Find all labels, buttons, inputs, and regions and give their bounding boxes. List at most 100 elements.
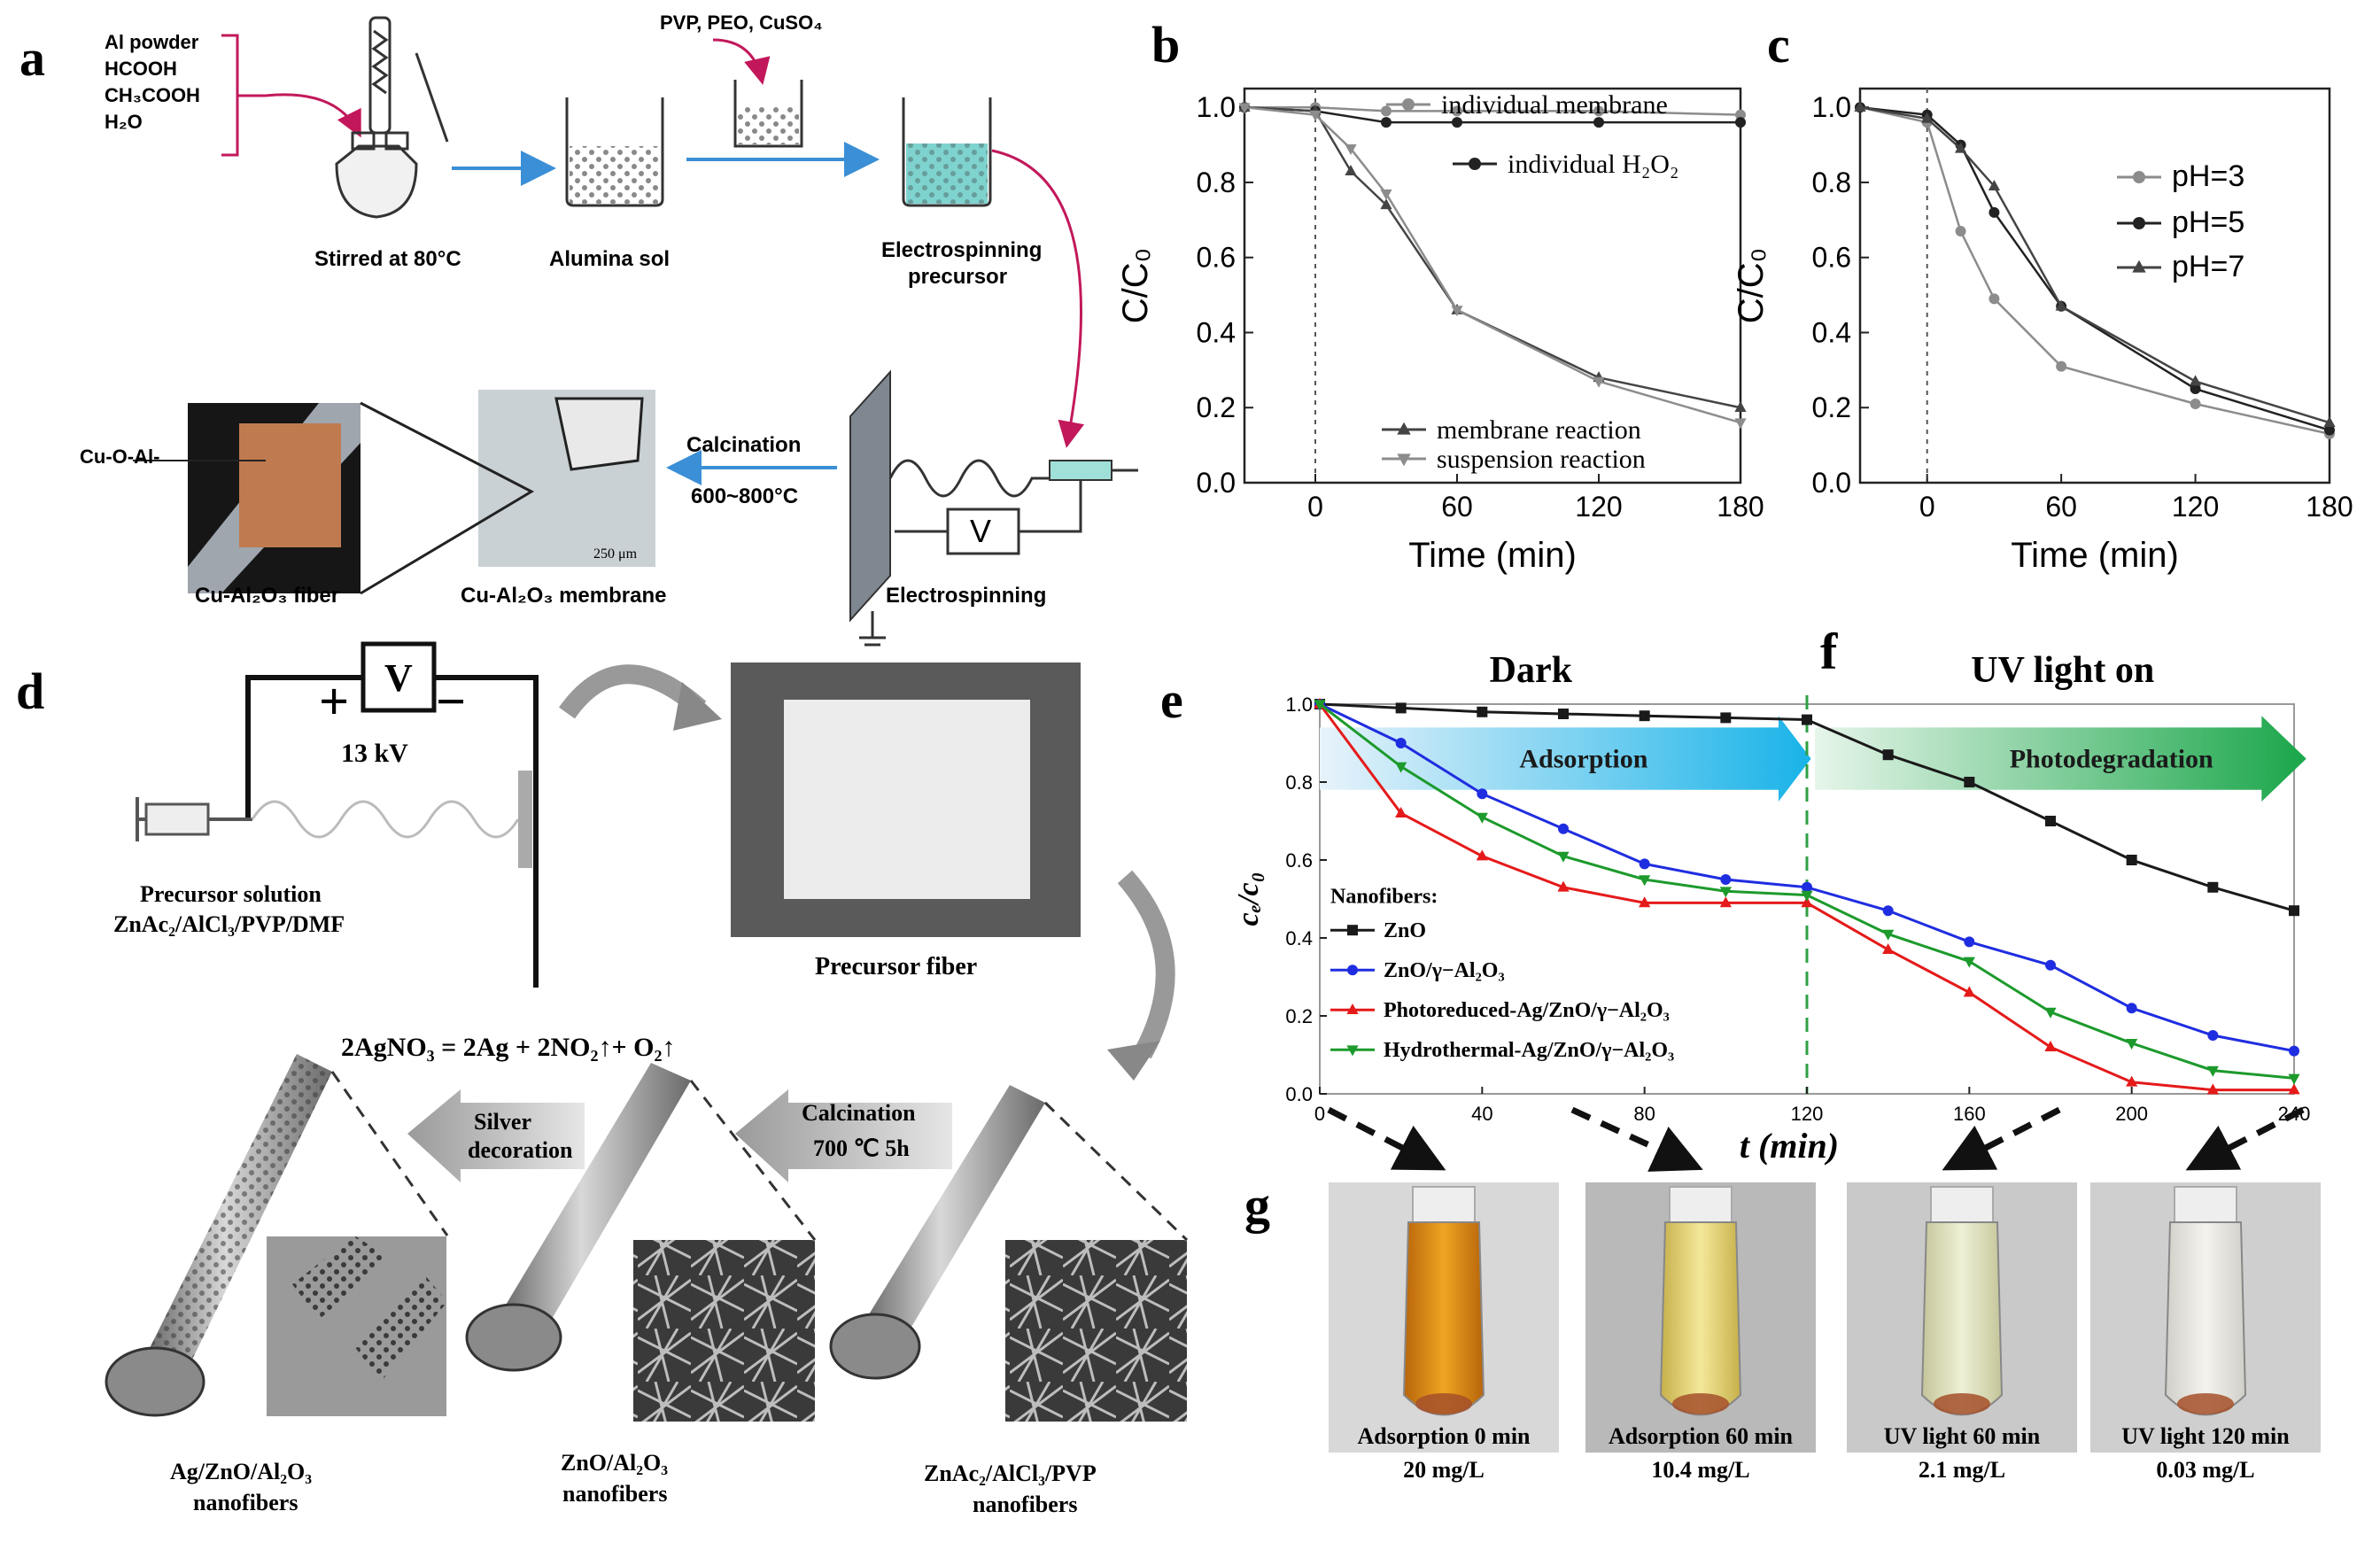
legend-marker	[1347, 925, 1358, 936]
data-point	[2323, 415, 2336, 427]
panel-label-a: a	[19, 29, 45, 87]
data-point	[2126, 855, 2137, 865]
data-point	[1395, 702, 1407, 714]
beaker-additive-icon	[733, 80, 803, 148]
fiber-image	[188, 403, 360, 593]
data-point	[1954, 142, 1967, 153]
data-point	[2206, 1065, 2219, 1077]
data-point	[2288, 1073, 2300, 1085]
vial-cap	[1412, 1186, 1476, 1223]
x-axis-label: t (min)	[1740, 1126, 1839, 1166]
data-point	[1734, 401, 1747, 413]
y-axis-label: C/C₀	[1116, 248, 1155, 324]
data-point	[1963, 957, 1975, 968]
panel-e: e f Adsorption Photodegradation Dark UV lig…	[1160, 623, 2310, 1172]
x-tick-label: 120	[1575, 491, 1622, 523]
legend-entry: pH=3	[2172, 159, 2244, 193]
photodegradation-arrow	[1815, 716, 2306, 802]
data-point	[1557, 851, 1570, 863]
x-tick-label: 160	[1953, 1103, 1986, 1125]
x-tick-label: 60	[1441, 491, 1473, 523]
step-precursor-2: precursor	[908, 265, 1007, 289]
data-point	[1380, 189, 1392, 200]
vial-liquid	[1659, 1221, 1742, 1416]
sem-inset-2	[1005, 1240, 1187, 1422]
step-electrospinning: Electrospinning	[886, 584, 1046, 608]
data-point	[1921, 112, 1934, 123]
y-tick-label: 0.0	[1197, 467, 1236, 499]
vial-pointer-arrow	[2185, 1106, 2305, 1171]
data-point	[1734, 418, 1747, 430]
silver-arrow	[407, 1089, 585, 1182]
fiber-ag-zno-al2o3	[105, 1054, 332, 1417]
additive-arrow	[712, 38, 771, 85]
reagent-h2o: H₂O	[105, 111, 143, 133]
calcination-temp: 600~800°C	[691, 484, 798, 508]
vial-pointer-arrow	[1942, 1106, 2061, 1171]
legend-marker	[1346, 1045, 1359, 1057]
adsorption-arrow	[1320, 716, 1811, 802]
legend-marker	[1469, 158, 1481, 170]
y-tick-label: 1.0	[1812, 91, 1851, 123]
reaction-equation: 2AgNO₃ = 2Ag + 2NO₂↑+ O₂↑	[341, 1033, 675, 1062]
bond-label: Cu-O-Al-	[80, 446, 159, 468]
data-point	[2190, 384, 2201, 395]
scale-bar-label: 250 μm	[593, 546, 638, 562]
legend-entry: pH=7	[2172, 250, 2244, 283]
data-point	[1735, 117, 1746, 128]
vial-pointer-arrow	[1327, 1106, 1446, 1171]
data-point	[2126, 1075, 2138, 1087]
jet-wave	[251, 800, 520, 839]
photodegradation-label: Photodegradation	[2010, 745, 2213, 774]
x-tick-label: 60	[2045, 491, 2077, 523]
vial-cap	[1930, 1186, 1994, 1223]
data-point	[1854, 100, 1866, 112]
fiber2-label-1: ZnO/Al₂O₃	[561, 1450, 668, 1476]
data-point	[1639, 858, 1650, 870]
vial-concentration: 20 mg/L	[1403, 1457, 1485, 1483]
beaker-precursor-icon	[902, 97, 992, 207]
data-point	[2190, 399, 2201, 409]
data-point	[1593, 376, 1605, 388]
legend-entry: membrane reaction	[1437, 415, 1641, 445]
vial-pointer-arrow	[1570, 1106, 1703, 1172]
data-point	[1735, 109, 1746, 120]
y-tick-label: 0.0	[1285, 1083, 1313, 1105]
fiber3-label-1: ZnAc₂/AlCl₃/PVP	[924, 1461, 1097, 1486]
data-point	[1882, 929, 1895, 941]
reagent-al: Al powder	[105, 31, 199, 53]
x-tick-label: 80	[1633, 1103, 1655, 1125]
minus-sign: −	[436, 672, 466, 731]
data-point	[1802, 881, 1812, 893]
data-point	[1452, 105, 1462, 117]
data-point	[1593, 117, 1604, 128]
data-point	[1395, 807, 1407, 817]
x-tick-label: 0	[1919, 491, 1935, 523]
reagent-bracket	[221, 34, 266, 157]
calcination-label: Calcination	[686, 433, 801, 457]
y-tick-label: 0.6	[1285, 849, 1313, 872]
vial-row: Adsorption 0 min 20 mg/L Adsorption 60 min…	[1329, 1182, 2321, 1483]
curved-arrow-2	[1117, 870, 1175, 1059]
chart-e: Adsorption Photodegradation Dark UV light o…	[1232, 650, 2310, 1172]
legend-entry: ZnO	[1384, 919, 1426, 942]
data-point	[2207, 881, 2219, 893]
legend-marker	[1346, 1003, 1359, 1014]
data-point	[1882, 943, 1895, 954]
fiber-precursor	[829, 1085, 1045, 1380]
y-tick-label: 0.6	[1197, 242, 1236, 274]
legend-entry: suspension reaction	[1437, 445, 1646, 474]
vial-label: Adsorption 60 min	[1609, 1423, 1794, 1449]
membrane-label: Cu-Al₂O₃ membrane	[461, 584, 666, 608]
data-point	[1639, 896, 1651, 908]
data-point	[1639, 710, 1650, 722]
y-tick-label: 0.4	[1197, 316, 1236, 348]
data-point	[1719, 887, 1732, 898]
chart-title-right: UV light on	[1971, 650, 2154, 691]
data-point	[1381, 105, 1392, 117]
series-line	[1859, 105, 2330, 436]
curved-arrow-1-head	[673, 682, 722, 731]
silver-label-1: Silver	[474, 1109, 531, 1135]
data-point	[1882, 749, 1894, 761]
